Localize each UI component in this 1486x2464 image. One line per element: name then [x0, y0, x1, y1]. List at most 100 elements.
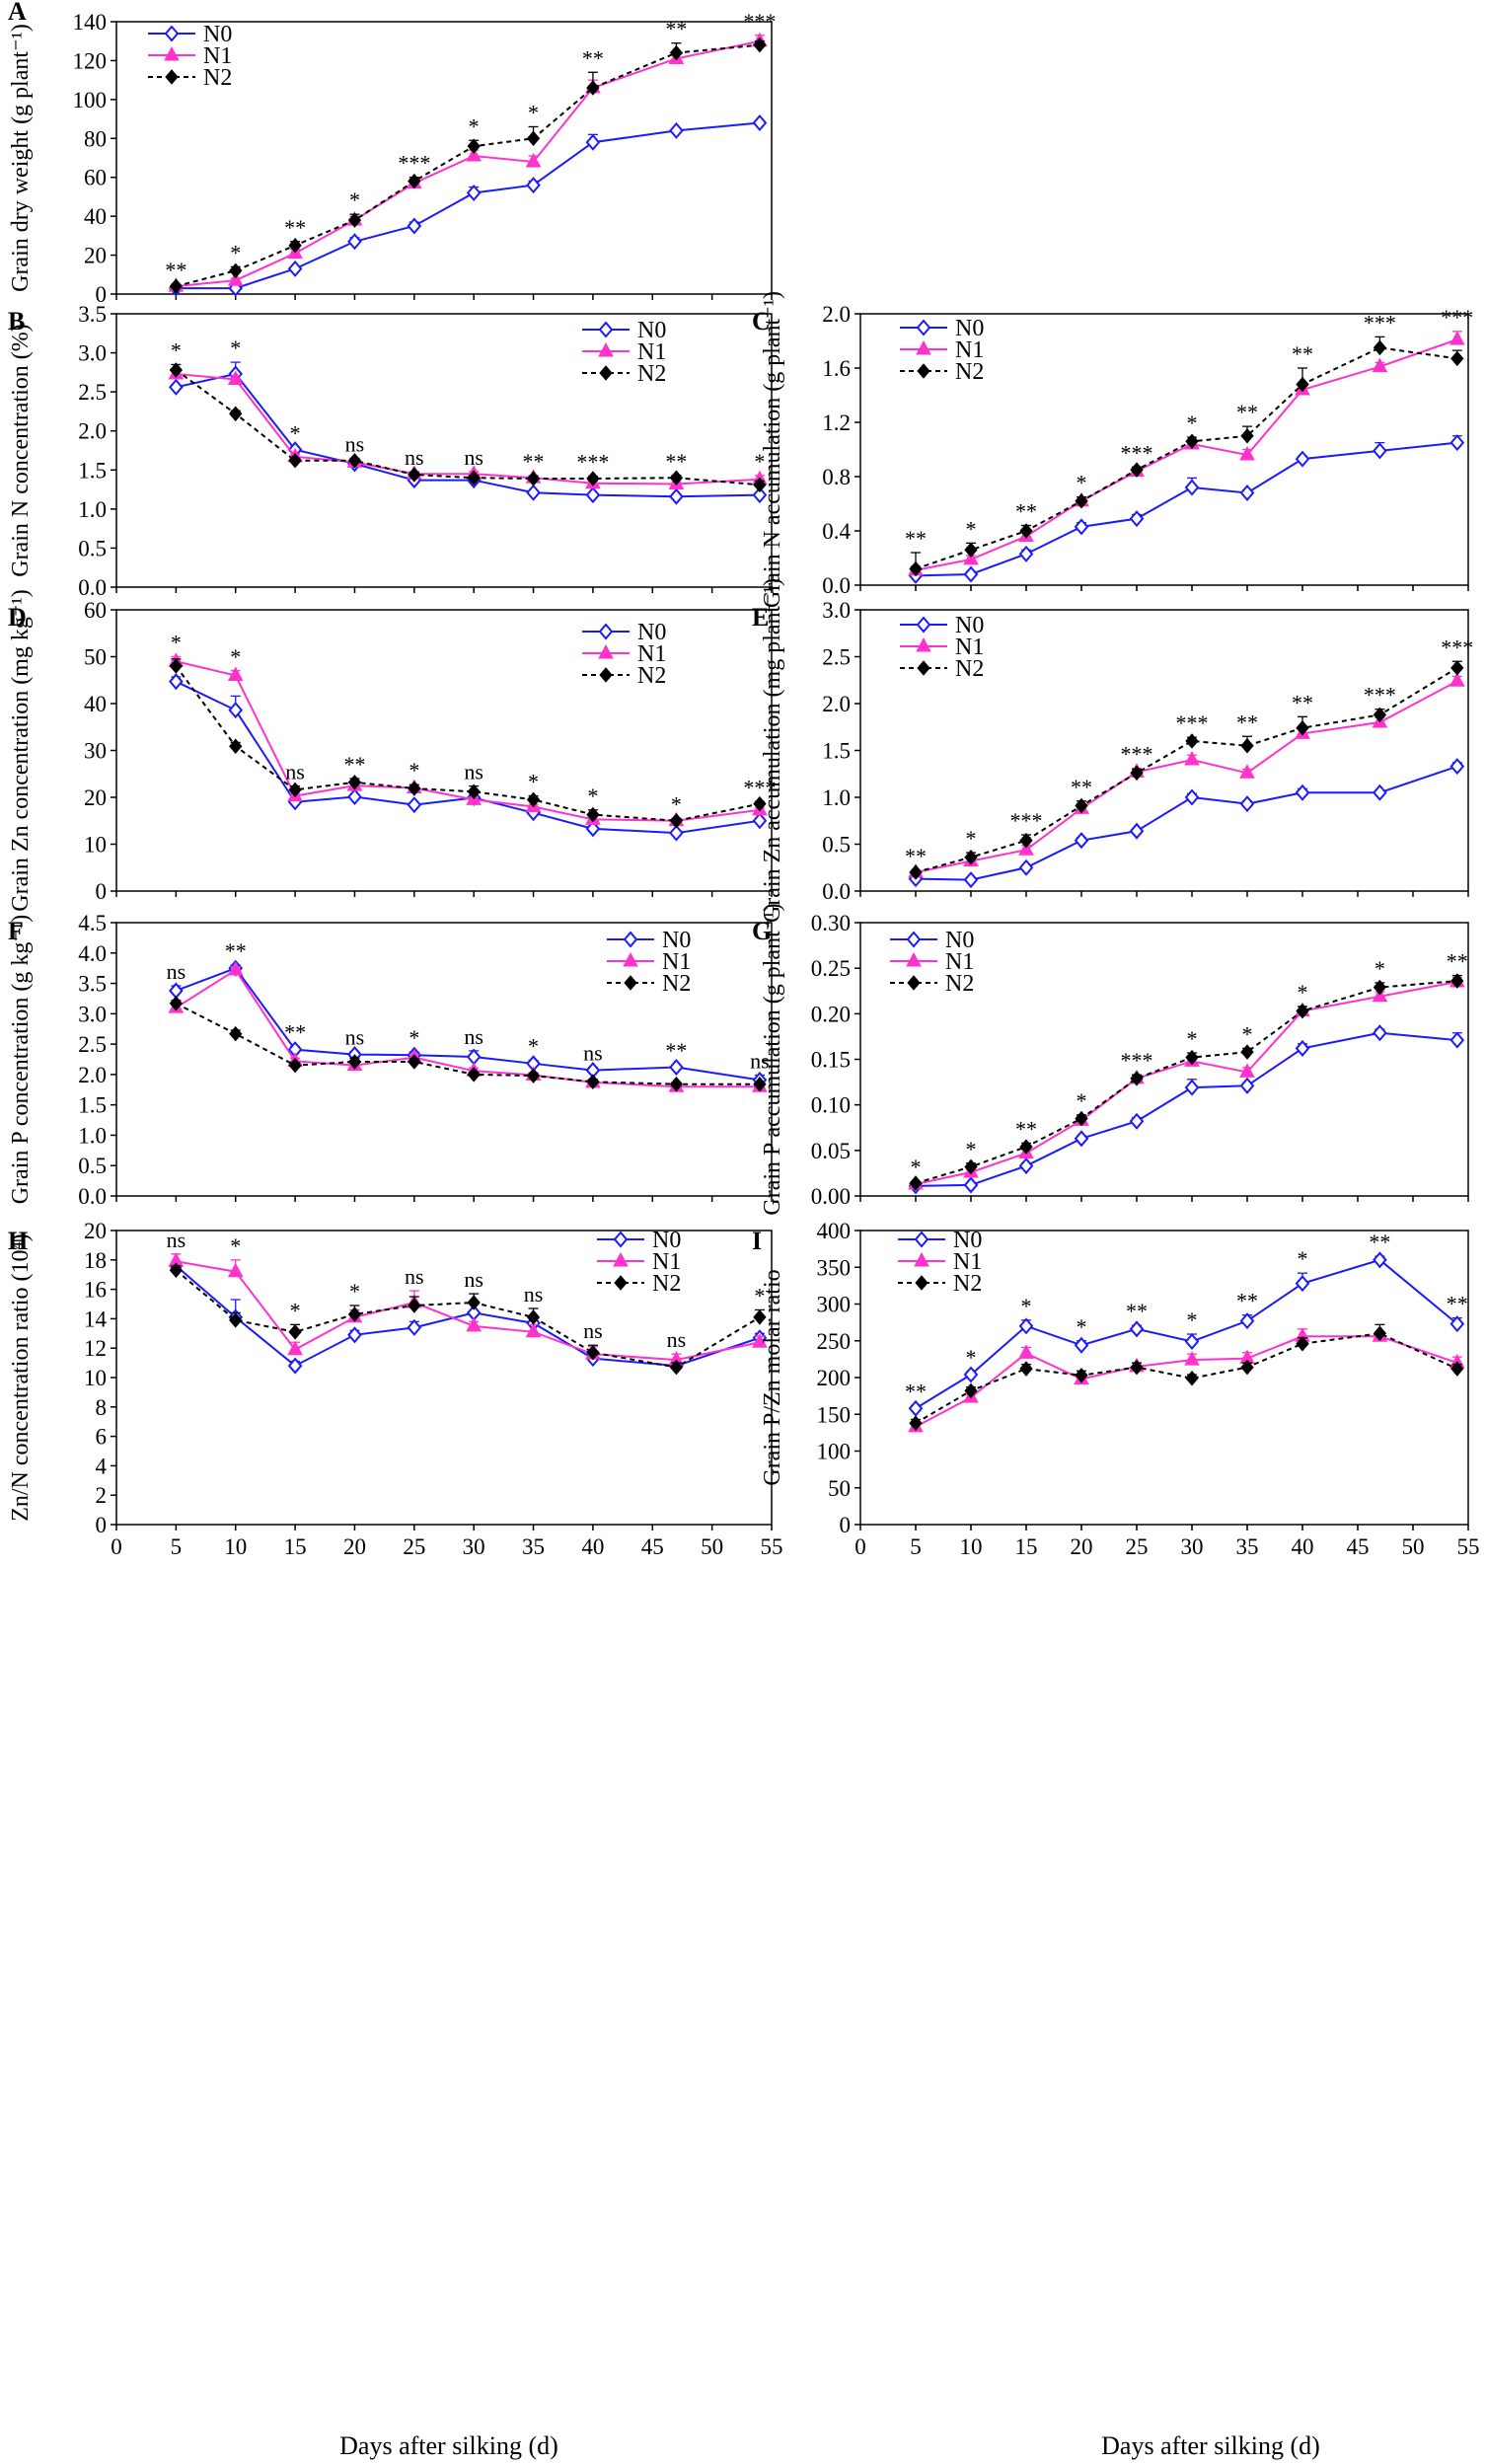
data-point — [1296, 1003, 1309, 1019]
y-tick-label: 3.0 — [78, 341, 107, 366]
significance-label: ns — [464, 760, 483, 784]
data-point — [288, 782, 302, 798]
legend-marker — [916, 636, 931, 652]
legend-marker — [915, 1275, 929, 1291]
significance-label: ns — [583, 1041, 603, 1066]
series-line — [175, 680, 761, 835]
data-point — [169, 378, 184, 396]
significance-label: ns — [167, 1228, 186, 1252]
y-axis-label: Grain P concentration (g kg⁻¹) — [8, 915, 34, 1205]
data-point — [1075, 797, 1088, 814]
data-point — [1239, 795, 1255, 813]
series-line — [176, 39, 761, 288]
y-tick-label: 40 — [84, 692, 107, 716]
significance-label: ** — [1236, 1289, 1258, 1313]
data-point — [753, 1076, 767, 1092]
series-n2 — [169, 996, 767, 1092]
data-point — [1074, 1336, 1089, 1354]
y-tick-label: 16 — [84, 1278, 107, 1303]
data-point — [586, 471, 600, 486]
data-point — [1018, 1317, 1034, 1335]
significance-label: * — [349, 187, 360, 212]
series-line — [175, 1002, 760, 1085]
legend-label: N2 — [637, 361, 666, 387]
x-tick-label: 55 — [761, 1534, 783, 1559]
y-axis-label: Grain P/Zn molar ratio — [760, 1269, 785, 1485]
series-line — [176, 372, 760, 485]
legend-marker — [914, 1231, 929, 1248]
legend-marker — [917, 363, 930, 379]
y-tick-label: 0.8 — [822, 465, 851, 489]
data-point — [526, 1068, 541, 1083]
y-tick-label: 20 — [84, 244, 107, 268]
significance-label: * — [587, 784, 598, 808]
significance-label: * — [754, 1283, 765, 1307]
data-point — [909, 864, 923, 880]
data-point — [908, 1399, 924, 1417]
data-point — [669, 812, 684, 829]
significance-label: ** — [1236, 400, 1258, 424]
significance-label: *** — [1441, 305, 1473, 330]
data-point — [1449, 331, 1465, 345]
legend-marker — [906, 951, 922, 967]
data-point — [1240, 1359, 1254, 1376]
data-point — [1239, 1063, 1255, 1078]
series-line — [176, 121, 761, 290]
legend-label: N1 — [637, 339, 666, 365]
legend-label: N1 — [955, 337, 984, 363]
panel-b: 0.0 0.5 1.0 1.5 2.0 2.5 3.0 3.5 Grain N concentr… — [8, 302, 773, 600]
data-point — [669, 1058, 684, 1077]
significance-label: ** — [905, 526, 927, 551]
data-point — [1373, 442, 1387, 460]
data-point — [1129, 510, 1145, 528]
y-tick-label: 1.5 — [78, 1093, 107, 1118]
y-tick-label: 100 — [73, 88, 108, 112]
data-point — [347, 1326, 362, 1344]
significance-label: ** — [225, 938, 247, 963]
data-point — [669, 1359, 684, 1376]
data-point — [1239, 764, 1255, 779]
legend-label: N2 — [945, 971, 974, 997]
y-tick-label: 40 — [84, 204, 107, 229]
x-axis-label-right: Days after silking (d) — [1101, 2431, 1320, 2460]
data-point — [1240, 1044, 1254, 1060]
data-point — [288, 1057, 302, 1074]
data-point — [669, 1076, 684, 1092]
series-n0 — [908, 1251, 1465, 1417]
y-tick-label: 3.5 — [78, 302, 107, 327]
legend-marker — [598, 643, 614, 659]
series-n2 — [169, 658, 767, 829]
significance-label: ** — [1292, 690, 1313, 714]
data-point — [1373, 339, 1387, 356]
data-point — [586, 806, 600, 823]
series-line — [176, 43, 761, 288]
legend-marker — [599, 365, 613, 381]
series-line — [175, 369, 761, 486]
significance-label: ns — [405, 1264, 424, 1289]
y-tick-label: 50 — [828, 1476, 851, 1501]
y-tick-label: 0.0 — [78, 1184, 107, 1209]
legend-label: N2 — [953, 1271, 982, 1297]
data-point — [227, 271, 244, 286]
series-line — [176, 966, 761, 1082]
series-line — [915, 1258, 1458, 1410]
panel-c: 0.0 0.4 0.8 1.2 1.6 2.0 Grain N accumulation (… — [752, 291, 1473, 608]
data-point — [408, 1054, 421, 1070]
legend-marker — [917, 660, 930, 676]
data-point — [1184, 1332, 1200, 1351]
significance-label: * — [1298, 980, 1308, 1005]
significance-label: * — [230, 336, 241, 360]
legend-marker — [613, 1231, 629, 1248]
y-axis-label: Grain Zn concentration (mg kg⁻¹) — [8, 589, 34, 911]
series-line — [175, 665, 761, 822]
significance-label: * — [1242, 1021, 1253, 1046]
panel-g: 0.00 0.05 0.10 0.15 0.20 0.25 0.30 Grain P accu… — [752, 903, 1469, 1216]
data-point — [1130, 1359, 1144, 1376]
data-point — [586, 1074, 600, 1090]
data-point — [669, 824, 684, 842]
y-tick-label: 1.2 — [822, 411, 851, 435]
y-tick-label: 2.0 — [78, 419, 107, 444]
